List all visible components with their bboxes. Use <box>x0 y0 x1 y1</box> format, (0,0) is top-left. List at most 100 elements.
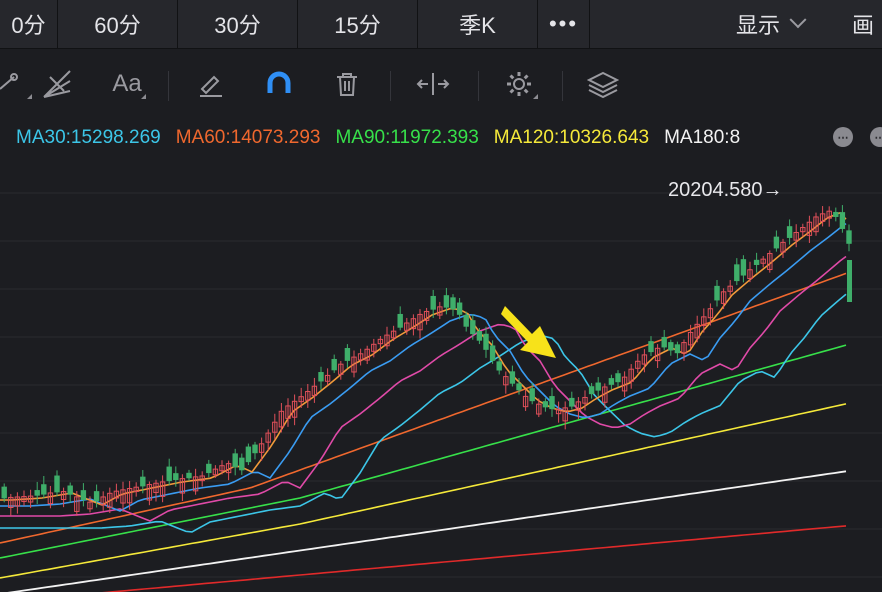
more-periods-button[interactable]: ••• <box>538 0 590 48</box>
draw-button[interactable]: 画 <box>852 0 874 48</box>
candle-body <box>8 496 14 509</box>
ma-indicator-label: MA120:10326.643 <box>493 127 650 148</box>
candle-body <box>324 374 331 382</box>
candle-body <box>720 291 727 304</box>
candle-body <box>14 496 21 507</box>
candle-body <box>542 401 549 408</box>
candle-body <box>133 486 139 492</box>
candle-body <box>694 323 700 339</box>
period-tab[interactable]: 15分 <box>298 0 418 48</box>
candle-body <box>826 210 832 219</box>
candle-body <box>602 386 608 403</box>
display-menu-button[interactable]: 显示 <box>700 0 840 48</box>
drawing-toolbar: Aa <box>0 49 882 121</box>
layers-icon[interactable] <box>578 59 628 109</box>
candle-body <box>417 313 423 331</box>
candle-body <box>120 489 126 504</box>
gear-icon[interactable] <box>494 59 544 109</box>
candle-body <box>351 356 357 373</box>
candle-body <box>285 405 291 419</box>
candle-body <box>621 376 628 392</box>
candle-body <box>338 363 344 375</box>
candle-body <box>278 410 285 428</box>
candle-body <box>727 285 733 292</box>
candle-body <box>159 481 166 497</box>
ma60-line <box>0 272 847 544</box>
candle-body <box>80 490 87 500</box>
candle-body <box>192 476 199 492</box>
candle-body <box>747 269 753 280</box>
candle-body <box>232 453 238 468</box>
text-tool-label: Aa <box>112 70 142 97</box>
candle-body <box>701 316 707 326</box>
legend-settings-icon[interactable]: ⋯ <box>833 127 853 147</box>
candle-body <box>582 396 588 404</box>
candle-body <box>780 241 786 253</box>
candlestick-chart[interactable]: 20204.580→ <box>0 158 882 592</box>
candle-body <box>813 216 819 233</box>
ma250-line <box>101 525 847 592</box>
candle-body <box>846 230 852 244</box>
candle-body <box>503 376 509 386</box>
candle-body <box>364 348 370 361</box>
line-tool-icon[interactable] <box>0 59 38 109</box>
ma90-line <box>0 344 847 559</box>
candle-body <box>496 361 502 371</box>
candle-body <box>674 344 681 354</box>
candle-body <box>489 345 496 361</box>
candle-body <box>569 397 575 407</box>
candle-body <box>509 371 516 384</box>
candle-body <box>47 492 54 505</box>
fib-fan-icon[interactable] <box>32 59 82 109</box>
candle-body <box>410 318 417 330</box>
magnet-icon[interactable] <box>254 59 304 109</box>
candle-body <box>265 432 271 443</box>
candle-body <box>34 490 40 496</box>
candle-body <box>305 391 311 401</box>
candle-body <box>793 232 799 241</box>
pen-icon[interactable] <box>186 59 236 109</box>
candle-body <box>404 322 410 331</box>
candle-body <box>773 236 780 249</box>
candle-body <box>549 396 555 410</box>
candle-body <box>529 388 535 402</box>
toolbar-divider <box>390 71 391 101</box>
candle-body <box>219 465 225 472</box>
candle-body <box>483 333 489 350</box>
legend-close-icon[interactable]: ⋯ <box>870 127 882 147</box>
candle-body <box>140 476 146 487</box>
candle-body <box>516 383 522 391</box>
period-tab[interactable]: 30分 <box>178 0 298 48</box>
display-label: 显示 <box>735 13 780 38</box>
candle-body <box>186 472 192 479</box>
candle-body <box>390 330 397 339</box>
toolbar-divider <box>168 71 169 101</box>
candle-body <box>615 373 621 383</box>
ma10-line <box>0 222 847 512</box>
candle-body <box>767 253 773 271</box>
candle-body <box>661 336 667 348</box>
candle-body <box>819 213 826 222</box>
period-tab[interactable]: 季K <box>418 0 538 48</box>
candle-body <box>298 396 304 403</box>
candle-body <box>456 302 463 315</box>
period-tab[interactable]: 0分 <box>0 0 58 48</box>
horizontal-split-icon[interactable] <box>408 59 458 109</box>
toolbar-divider <box>562 71 563 101</box>
candle-body <box>760 258 766 264</box>
candle-body <box>93 491 100 502</box>
candle-body <box>245 446 252 463</box>
candle-body <box>668 342 674 351</box>
text-tool-icon[interactable]: Aa <box>102 59 152 109</box>
candle-body <box>67 485 73 495</box>
draw-label: 画 <box>852 13 875 38</box>
candle-body <box>107 492 113 508</box>
candle-body <box>470 320 476 335</box>
candle-body <box>450 297 456 310</box>
candle-body <box>734 264 740 282</box>
trash-icon[interactable] <box>322 59 372 109</box>
candle-body <box>1 486 7 499</box>
candle-body <box>753 259 760 265</box>
period-tab[interactable]: 60分 <box>58 0 178 48</box>
candle-body <box>126 488 133 504</box>
